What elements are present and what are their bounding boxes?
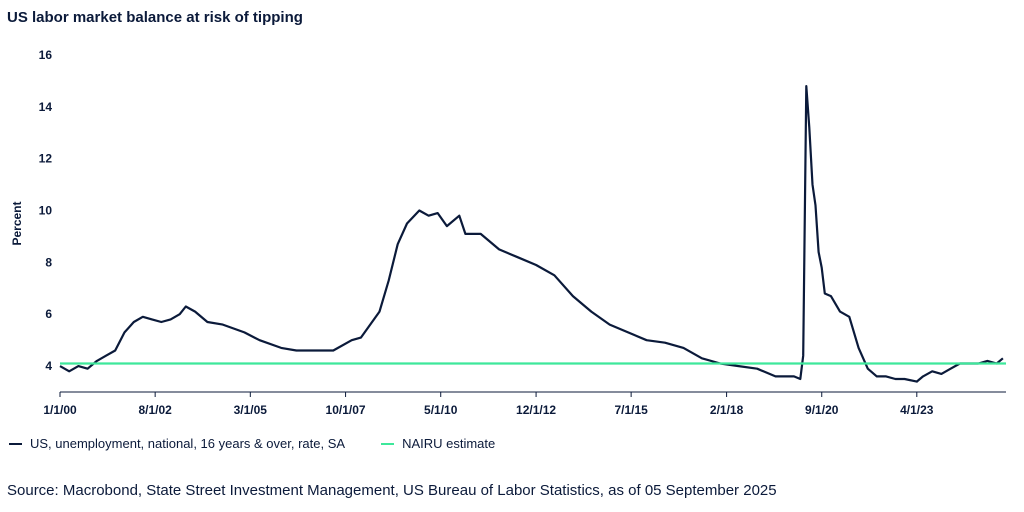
x-tick-label: 4/1/23 (900, 403, 934, 417)
y-tick-label: 12 (39, 152, 53, 166)
legend-item-nairu: NAIRU estimate (381, 436, 495, 451)
x-tick-label: 12/1/12 (516, 403, 556, 417)
x-tick-label: 9/1/20 (805, 403, 839, 417)
y-tick-label: 14 (39, 100, 53, 114)
source-note: Source: Macrobond, State Street Investme… (7, 482, 777, 499)
x-axis-ticks: 1/1/00 8/1/02 3/1/05 10/1/07 5/1/10 12/1/12 7/… (43, 392, 934, 417)
x-tick-label: 5/1/10 (424, 403, 458, 417)
y-tick-label: 10 (39, 204, 53, 218)
y-tick-label: 16 (39, 48, 53, 62)
y-tick-label: 8 (45, 255, 52, 269)
legend-item-unemployment: US, unemployment, national, 16 years & o… (9, 436, 345, 451)
x-tick-label: 2/1/18 (710, 403, 744, 417)
x-tick-label: 3/1/05 (234, 403, 268, 417)
x-tick-label: 8/1/02 (138, 403, 172, 417)
legend-swatch-unemployment (9, 442, 22, 445)
line-chart: 4 6 8 10 12 14 16 1/1/00 8/1/02 3/1/05 10/1/07 5/1… (10, 48, 1006, 417)
y-axis-ticks: 4 6 8 10 12 14 16 (39, 48, 53, 373)
x-tick-label: 10/1/07 (326, 403, 366, 417)
series-group (59, 85, 1006, 383)
legend-label-nairu: NAIRU estimate (402, 436, 496, 451)
y-axis-label: Percent (10, 201, 24, 245)
y-tick-label: 6 (45, 307, 52, 321)
x-tick-label: 1/1/00 (43, 403, 77, 417)
legend: US, unemployment, national, 16 years & o… (9, 436, 531, 451)
y-tick-label: 4 (45, 359, 52, 373)
legend-label-unemployment: US, unemployment, national, 16 years & o… (30, 436, 346, 451)
unemployment-rate-line (59, 85, 1004, 383)
x-tick-label: 7/1/15 (614, 403, 648, 417)
legend-swatch-nairu (381, 442, 395, 445)
chart-title: US labor market balance at risk of tippi… (7, 9, 303, 26)
